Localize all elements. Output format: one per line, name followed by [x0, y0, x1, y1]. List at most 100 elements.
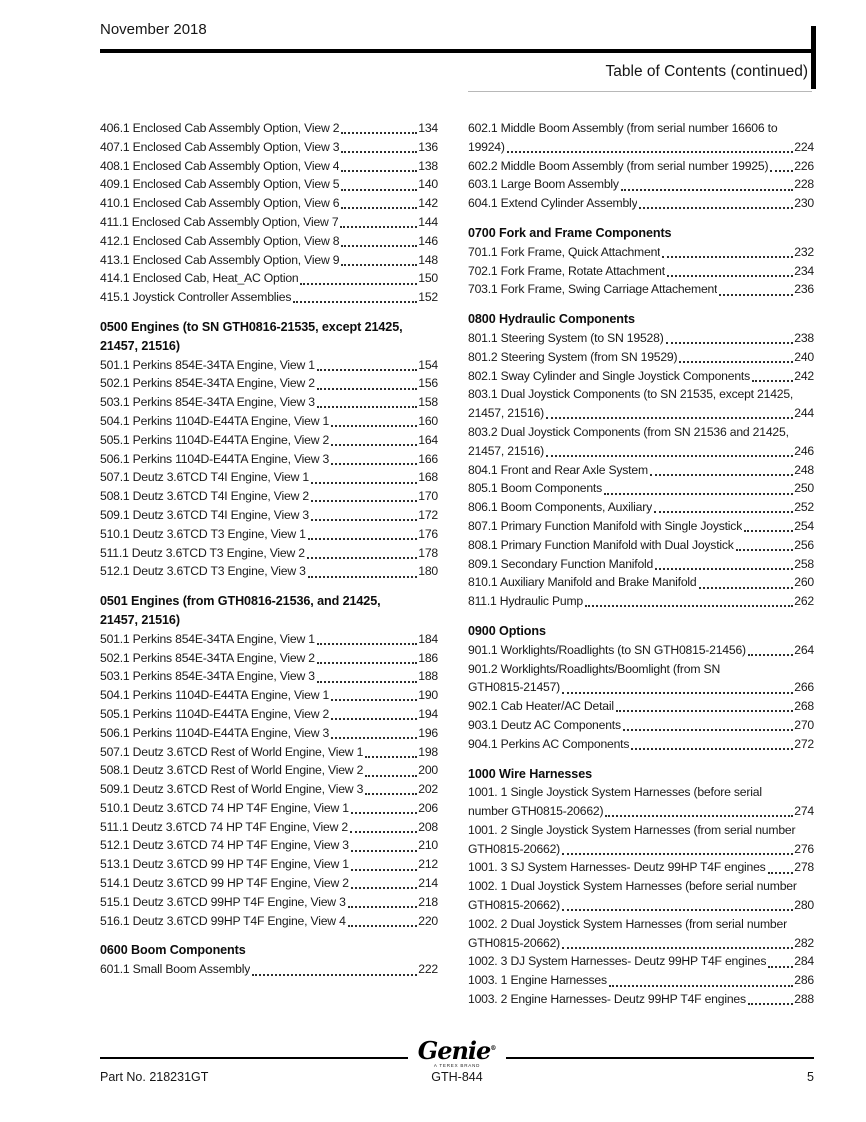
toc-entry[interactable]: 902.1 Cab Heater/AC Detail 268 — [468, 697, 814, 716]
toc-entry[interactable]: 1002. 3 DJ System Harnesses- Deutz 99HP … — [468, 952, 814, 971]
toc-entry[interactable]: 1001. 3 SJ System Harnesses- Deutz 99HP … — [468, 858, 814, 877]
toc-entry[interactable]: 509.1 Deutz 3.6TCD T4I Engine, View 3 172 — [100, 506, 438, 525]
toc-entry[interactable]: 703.1 Fork Frame, Swing Carriage Attache… — [468, 280, 814, 299]
toc-entry[interactable]: 506.1 Perkins 1104D-E44TA Engine, View 3… — [100, 724, 438, 743]
toc-entry[interactable]: 503.1 Perkins 854E-34TA Engine, View 3 18… — [100, 667, 438, 686]
toc-entry-label: 808.1 Primary Function Manifold with Dua… — [468, 537, 734, 552]
toc-entry[interactable]: 407.1 Enclosed Cab Assembly Option, View… — [100, 138, 438, 157]
toc-entry[interactable]: 811.1 Hydraulic Pump 262 — [468, 592, 814, 611]
toc-entry[interactable]: 511.1 Deutz 3.6TCD T3 Engine, View 2 178 — [100, 544, 438, 563]
toc-entry[interactable]: 414.1 Enclosed Cab, Heat_AC Option 150 — [100, 269, 438, 288]
toc-entry[interactable]: 903.1 Deutz AC Components 270 — [468, 716, 814, 735]
footer-rule-left — [100, 1057, 408, 1059]
toc-entry[interactable]: 406.1 Enclosed Cab Assembly Option, View… — [100, 119, 438, 138]
toc-entry[interactable]: 806.1 Boom Components, Auxiliary 252 — [468, 498, 814, 517]
dot-leader — [679, 361, 794, 364]
toc-entry[interactable]: 802.1 Sway Cylinder and Single Joystick … — [468, 367, 814, 386]
dot-leader — [622, 729, 794, 732]
toc-entry-page: 280 — [794, 898, 814, 913]
toc-entry[interactable]: 801.1 Steering System (to SN 19528) 238 — [468, 329, 814, 348]
toc-entry[interactable]: 411.1 Enclosed Cab Assembly Option, View… — [100, 213, 438, 232]
toc-entry[interactable]: 510.1 Deutz 3.6TCD 74 HP T4F Engine, Vie… — [100, 799, 438, 818]
toc-entry[interactable]: 810.1 Auxiliary Manifold and Brake Manif… — [468, 573, 814, 592]
toc-entry[interactable]: 512.1 Deutz 3.6TCD 74 HP T4F Engine, Vie… — [100, 836, 438, 855]
toc-entry-page: 252 — [794, 500, 814, 515]
toc-entry[interactable]: 904.1 Perkins AC Components 272 — [468, 735, 814, 754]
toc-entry[interactable]: 809.1 Secondary Function Manifold 258 — [468, 555, 814, 574]
toc-entry[interactable]: GTH0815-20662) 280 — [468, 896, 814, 915]
toc-entry[interactable]: 415.1 Joystick Controller Assemblies 152 — [100, 288, 438, 307]
toc-entry[interactable]: 504.1 Perkins 1104D-E44TA Engine, View 1… — [100, 686, 438, 705]
toc-entry[interactable]: 501.1 Perkins 854E-34TA Engine, View 1 18… — [100, 630, 438, 649]
toc-entry-page: 224 — [794, 139, 814, 154]
toc-entry[interactable]: 515.1 Deutz 3.6TCD 99HP T4F Engine, View… — [100, 893, 438, 912]
toc-entry[interactable]: 603.1 Large Boom Assembly 228 — [468, 175, 814, 194]
toc-entry[interactable]: 510.1 Deutz 3.6TCD T3 Engine, View 1 176 — [100, 525, 438, 544]
toc-entry[interactable]: 602.2 Middle Boom Assembly (from serial … — [468, 157, 814, 176]
toc-entry[interactable]: 505.1 Perkins 1104D-E44TA Engine, View 2… — [100, 705, 438, 724]
toc-entry[interactable]: 702.1 Fork Frame, Rotate Attachment 234 — [468, 262, 814, 281]
toc-entry[interactable]: 413.1 Enclosed Cab Assembly Option, View… — [100, 251, 438, 270]
toc-entry[interactable]: 1003. 2 Engine Harnesses- Deutz 99HP T4F… — [468, 990, 814, 1009]
toc-entry[interactable]: 410.1 Enclosed Cab Assembly Option, View… — [100, 194, 438, 213]
toc-entry[interactable]: GTH0815-21457) 266 — [468, 678, 814, 697]
toc-entry[interactable]: 801.2 Steering System (from SN 19529) 240 — [468, 348, 814, 367]
toc-entry[interactable]: 901.1 Worklights/Roadlights (to SN GTH08… — [468, 641, 814, 660]
toc-entry[interactable]: 21457, 21516) 246 — [468, 442, 814, 461]
toc-entry[interactable]: 409.1 Enclosed Cab Assembly Option, View… — [100, 175, 438, 194]
toc-entry-label: 807.1 Primary Function Manifold with Sin… — [468, 518, 743, 533]
toc-entry-label: 508.1 Deutz 3.6TCD T4I Engine, View 2 — [100, 489, 309, 504]
dot-leader — [562, 946, 794, 949]
toc-section-heading: 1000 Wire Harnesses — [468, 766, 593, 781]
toc-entry[interactable]: 508.1 Deutz 3.6TCD T4I Engine, View 2 170 — [100, 487, 438, 506]
toc-section-heading: 0600 Boom Components — [100, 943, 246, 958]
toc-entry[interactable]: 501.1 Perkins 854E-34TA Engine, View 1 15… — [100, 356, 438, 375]
toc-entry-label: 413.1 Enclosed Cab Assembly Option, View… — [100, 252, 340, 267]
toc-entry[interactable]: 807.1 Primary Function Manifold with Sin… — [468, 517, 814, 536]
toc-entry-label: 504.1 Perkins 1104D-E44TA Engine, View 1 — [100, 688, 330, 703]
toc-entry[interactable]: 502.1 Perkins 854E-34TA Engine, View 2 18… — [100, 649, 438, 668]
dot-leader — [649, 473, 794, 476]
toc-entry[interactable]: GTH0815-20662) 282 — [468, 934, 814, 953]
toc-entry-page: 150 — [418, 271, 438, 286]
toc-entry[interactable]: 1003. 1 Engine Harnesses 286 — [468, 971, 814, 990]
toc-entry[interactable]: 513.1 Deutz 3.6TCD 99 HP T4F Engine, Vie… — [100, 855, 438, 874]
toc-entry-page: 134 — [418, 121, 438, 135]
toc-entry[interactable]: 511.1 Deutz 3.6TCD 74 HP T4F Engine, Vie… — [100, 818, 438, 837]
toc-entry[interactable]: 504.1 Perkins 1104D-E44TA Engine, View 1… — [100, 412, 438, 431]
toc-entry[interactable]: 601.1 Small Boom Assembly 222 — [100, 960, 438, 979]
toc-entry[interactable]: 512.1 Deutz 3.6TCD T3 Engine, View 3 180 — [100, 562, 438, 581]
toc-entry[interactable]: 506.1 Perkins 1104D-E44TA Engine, View 3… — [100, 450, 438, 469]
toc-entry[interactable]: 701.1 Fork Frame, Quick Attachment 232 — [468, 243, 814, 262]
toc-entry[interactable]: 505.1 Perkins 1104D-E44TA Engine, View 2… — [100, 431, 438, 450]
toc-entry[interactable]: 604.1 Extend Cylinder Assembly 230 — [468, 194, 814, 213]
toc-entry[interactable]: 19924) 224 — [468, 138, 814, 157]
toc-entry[interactable]: 509.1 Deutz 3.6TCD Rest of World Engine,… — [100, 780, 438, 799]
toc-entry-label: 505.1 Perkins 1104D-E44TA Engine, View 2 — [100, 706, 330, 721]
toc-entry[interactable]: 503.1 Perkins 854E-34TA Engine, View 3 15… — [100, 393, 438, 412]
dot-leader — [562, 852, 794, 855]
toc-entry-page: 190 — [418, 688, 438, 703]
dot-leader — [608, 984, 794, 987]
toc-entry-label: 512.1 Deutz 3.6TCD T3 Engine, View 3 — [100, 564, 306, 579]
toc-entry[interactable]: 21457, 21516) 244 — [468, 404, 814, 423]
toc-entry[interactable]: 408.1 Enclosed Cab Assembly Option, View… — [100, 157, 438, 176]
toc-entry-page: 180 — [418, 564, 438, 579]
toc-entry[interactable]: 514.1 Deutz 3.6TCD 99 HP T4F Engine, Vie… — [100, 874, 438, 893]
toc-entry-line: 1002. 1 Dual Joystick System Harnesses (… — [468, 879, 797, 894]
toc-entry[interactable]: number GTH0815-20662) 274 — [468, 802, 814, 821]
dot-leader — [562, 909, 794, 912]
toc-entry[interactable]: 508.1 Deutz 3.6TCD Rest of World Engine,… — [100, 761, 438, 780]
toc-entry[interactable]: GTH0815-20662) 276 — [468, 840, 814, 859]
toc-entry-page: 286 — [794, 973, 814, 988]
toc-entry[interactable]: 507.1 Deutz 3.6TCD T4I Engine, View 1 168 — [100, 468, 438, 487]
toc-entry[interactable]: 502.1 Perkins 854E-34TA Engine, View 2 15… — [100, 374, 438, 393]
toc-entry[interactable]: 808.1 Primary Function Manifold with Dua… — [468, 536, 814, 555]
toc-entry[interactable]: 804.1 Front and Rear Axle System 248 — [468, 461, 814, 480]
toc-entry[interactable]: 516.1 Deutz 3.6TCD 99HP T4F Engine, View… — [100, 912, 438, 931]
toc-entry[interactable]: 412.1 Enclosed Cab Assembly Option, View… — [100, 232, 438, 251]
toc-entry[interactable]: 507.1 Deutz 3.6TCD Rest of World Engine,… — [100, 743, 438, 762]
toc-entry[interactable]: 805.1 Boom Components 250 — [468, 479, 814, 498]
dot-leader — [331, 718, 418, 721]
toc-entry-label: GTH0815-20662) — [468, 898, 561, 913]
